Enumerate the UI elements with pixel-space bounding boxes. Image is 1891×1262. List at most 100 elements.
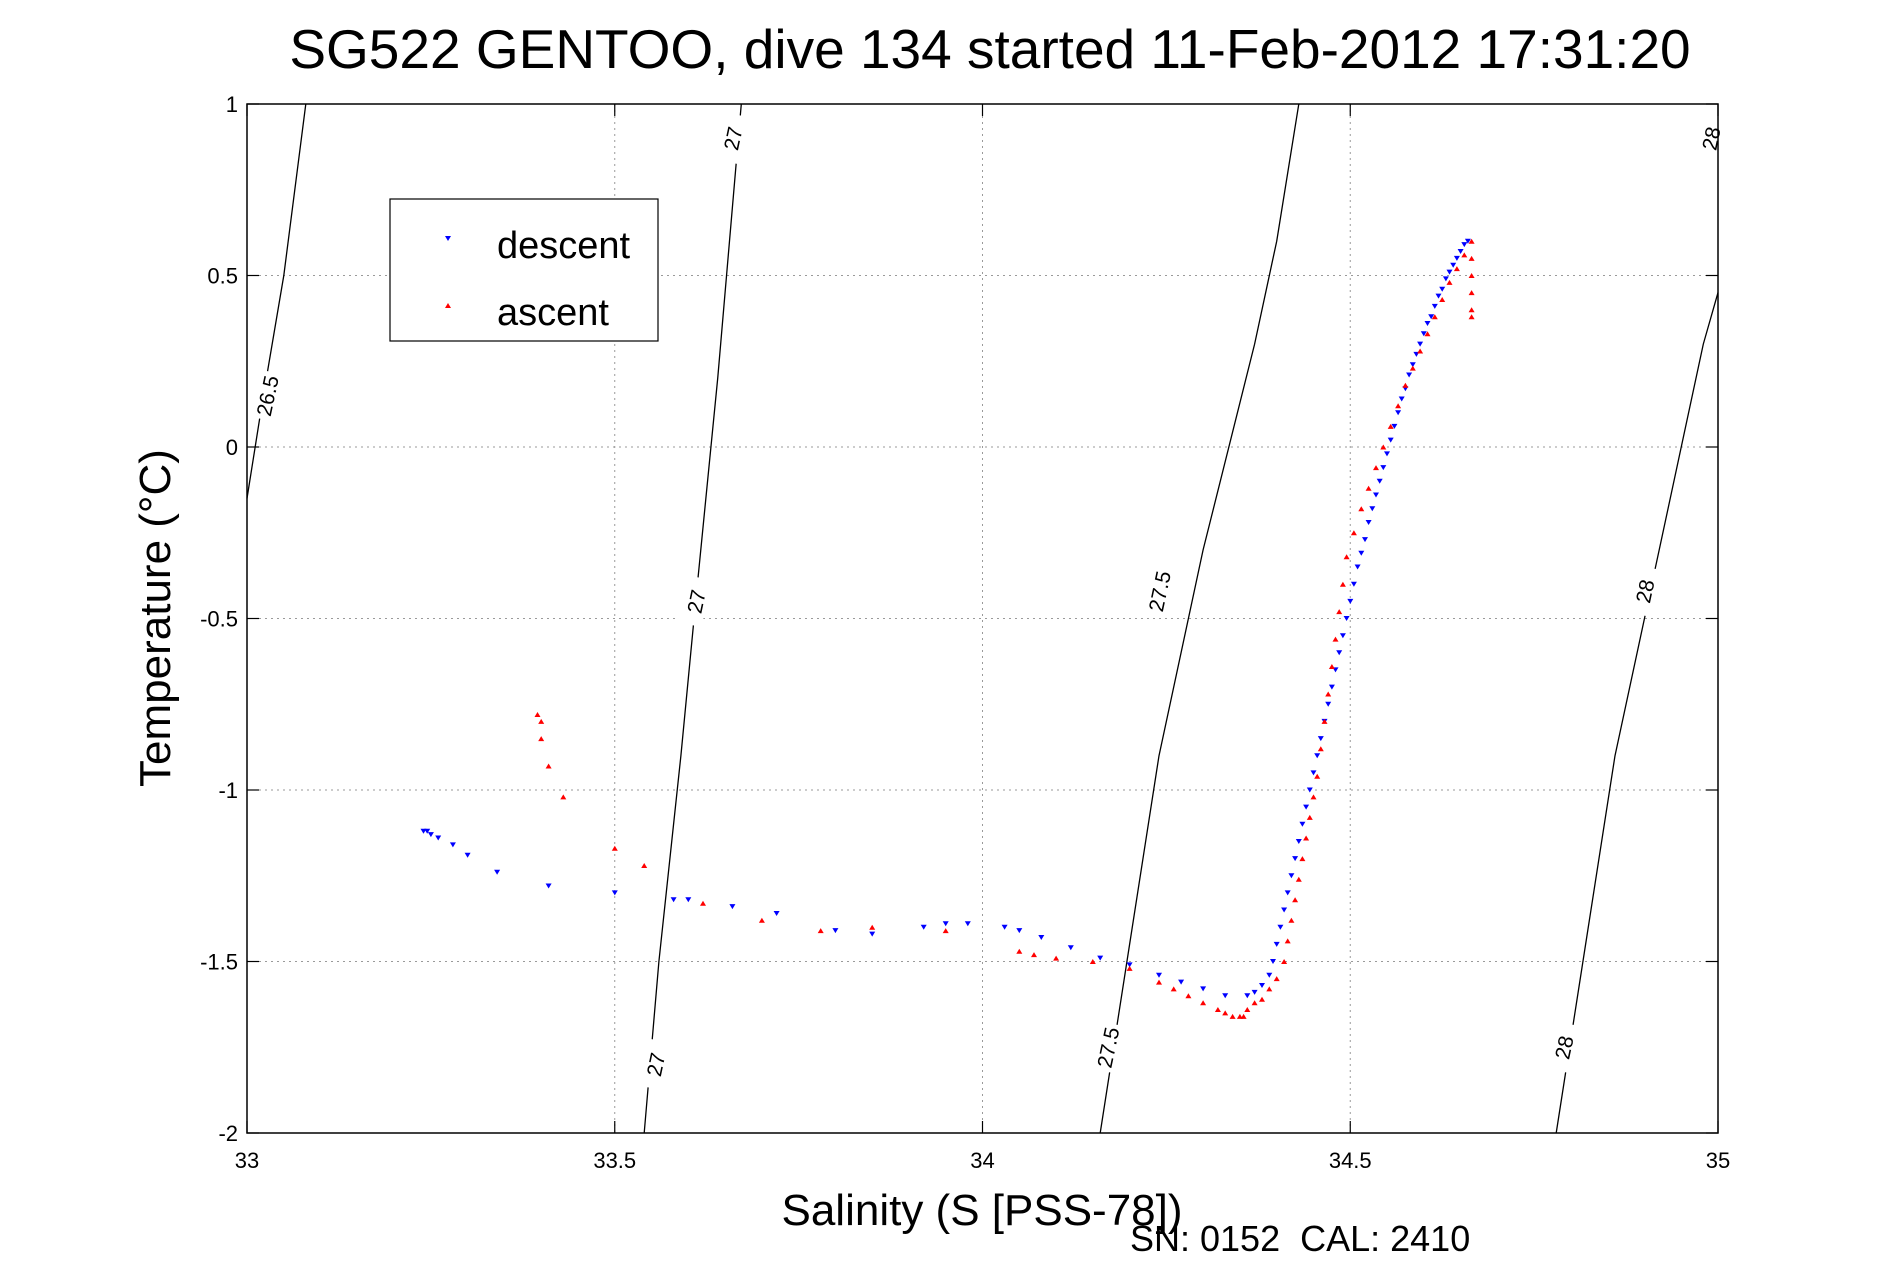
data-point-descent	[1461, 242, 1468, 248]
data-point-descent	[1420, 331, 1427, 337]
data-point-descent	[1306, 787, 1313, 793]
contour-label-text: 28	[1632, 578, 1659, 606]
data-point-descent	[1439, 286, 1446, 292]
data-point-ascent	[1446, 279, 1453, 285]
data-point-descent	[1038, 935, 1045, 940]
data-point-ascent	[942, 928, 949, 934]
data-point-ascent	[1402, 382, 1409, 388]
contour-label-bg	[1626, 564, 1661, 617]
data-point-descent	[1387, 437, 1394, 443]
data-point-descent	[1343, 616, 1350, 621]
data-point-descent	[1446, 269, 1453, 275]
data-point-ascent	[1236, 1013, 1243, 1019]
data-point-ascent	[611, 845, 618, 851]
data-point-descent	[449, 842, 456, 848]
contour-label-text: 28	[1551, 1034, 1578, 1062]
contour-label: 28	[1545, 1021, 1580, 1074]
data-point-ascent	[1314, 773, 1321, 779]
contour-label-bg	[1089, 1021, 1124, 1074]
contour-label-bg	[249, 369, 283, 422]
data-point-ascent	[1325, 691, 1332, 697]
data-point-ascent	[538, 736, 545, 742]
data-point-ascent	[1439, 297, 1446, 302]
data-point-ascent	[641, 863, 648, 868]
data-point-descent	[1442, 276, 1449, 282]
data-point-descent	[1435, 293, 1442, 299]
data-point-descent	[435, 835, 442, 841]
data-point-ascent	[1170, 986, 1177, 992]
data-point-descent	[1339, 633, 1346, 639]
legend-marker-ascent	[445, 303, 451, 308]
data-point-descent	[1156, 972, 1162, 978]
contour-label: 27	[714, 112, 749, 165]
data-point-descent	[1428, 314, 1435, 320]
data-point-descent	[1292, 856, 1299, 862]
data-point-descent	[1417, 341, 1424, 347]
data-point-descent	[670, 897, 677, 903]
data-point-descent	[1317, 736, 1324, 742]
data-point-descent	[869, 931, 876, 937]
data-point-ascent	[1373, 465, 1379, 471]
serial-calibration-footer: SN: 0152 CAL: 2410	[1130, 1218, 1470, 1259]
data-point-descent	[427, 832, 434, 838]
data-point-descent	[1384, 451, 1390, 457]
data-point-ascent	[1229, 1013, 1236, 1019]
data-point-descent	[1097, 955, 1104, 961]
data-point-descent	[729, 904, 736, 910]
data-point-ascent	[1453, 266, 1460, 272]
data-point-ascent	[869, 924, 876, 930]
data-point-descent	[1310, 770, 1317, 776]
data-point-ascent	[1358, 506, 1365, 512]
data-point-descent	[611, 890, 618, 896]
y-tick-label: -2	[218, 1121, 238, 1146]
data-point-descent	[832, 928, 839, 934]
y-tick-label: 0.5	[207, 264, 238, 289]
data-point-ascent	[1016, 948, 1023, 954]
y-tick-label: -0.5	[200, 607, 238, 632]
contour-label-text: 27	[720, 125, 747, 153]
x-tick-label: 34.5	[1329, 1148, 1372, 1173]
data-point-ascent	[1273, 976, 1280, 982]
data-point-ascent	[1303, 835, 1310, 841]
data-point-ascent	[1259, 996, 1265, 1002]
data-point-descent	[1266, 972, 1273, 978]
contour-label: 27.5	[1141, 564, 1176, 617]
y-tick-label: 0	[226, 435, 238, 460]
data-point-ascent	[1031, 952, 1037, 958]
data-point-descent	[1365, 520, 1372, 525]
data-point-ascent	[560, 794, 567, 800]
data-point-ascent	[1200, 1000, 1207, 1006]
data-point-descent	[1358, 550, 1365, 556]
data-point-descent	[685, 897, 692, 903]
data-point-descent	[1409, 362, 1416, 368]
x-tick-label: 33.5	[593, 1148, 636, 1173]
data-point-ascent	[1395, 403, 1402, 409]
data-point-descent	[1395, 410, 1402, 416]
legend-label-ascent: ascent	[497, 292, 609, 334]
data-point-descent	[1126, 962, 1133, 968]
data-point-descent	[464, 852, 471, 858]
y-tick-label: -1	[218, 778, 238, 803]
legend-label-descent: descent	[497, 225, 631, 267]
data-point-ascent	[1387, 423, 1394, 429]
data-point-ascent	[1317, 746, 1324, 752]
data-point-ascent	[1461, 252, 1468, 258]
data-point-ascent	[1156, 979, 1162, 985]
data-point-descent	[494, 869, 501, 875]
data-point-descent	[1398, 396, 1405, 402]
data-point-ascent	[1380, 444, 1387, 450]
data-point-ascent	[1251, 1000, 1258, 1006]
data-point-ascent	[1126, 965, 1133, 971]
contour-label-bg	[1545, 1021, 1580, 1074]
data-point-descent	[1277, 924, 1284, 930]
contour-label: 27.5	[1089, 1021, 1124, 1074]
legend-box	[389, 198, 659, 342]
data-point-descent	[1464, 238, 1471, 244]
data-point-ascent	[1350, 530, 1357, 536]
data-point-ascent	[1417, 348, 1424, 354]
density-contour-line	[246, 103, 307, 499]
data-point-descent	[1303, 804, 1310, 810]
data-point-ascent	[1185, 993, 1192, 999]
contour-label: 27	[637, 1038, 671, 1091]
data-point-descent	[1259, 983, 1265, 988]
